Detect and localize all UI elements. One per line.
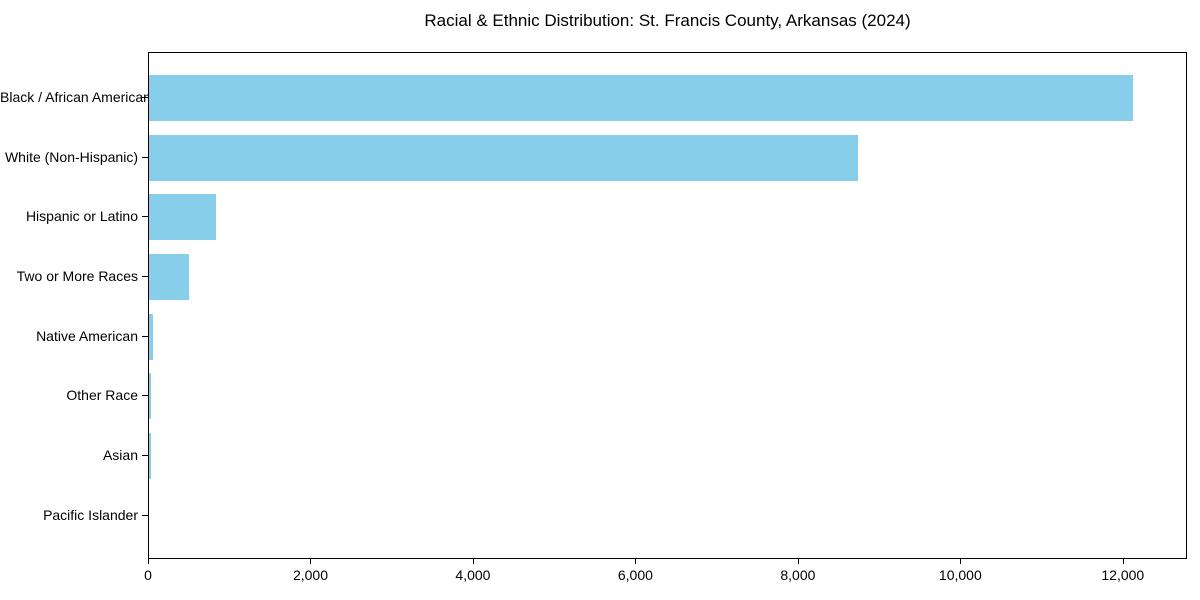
y-tick-label-hispanic-or-latino: Hispanic or Latino — [25, 208, 138, 225]
x-tick-label-8000: 8,000 — [780, 567, 816, 583]
bar-black-african-american — [149, 75, 1134, 121]
y-tick-label-two-or-more-races: Two or More Races — [16, 267, 138, 284]
x-tick-label-2000: 2,000 — [292, 567, 328, 583]
y-tick-label-native-american: Native American — [36, 327, 138, 344]
bar-white-non-hispanic — [149, 134, 859, 181]
y-tick-label-pacific-islander: Pacific Islander — [43, 506, 138, 523]
x-tick-mark-2000 — [310, 559, 312, 564]
x-tick-mark-0 — [148, 559, 149, 564]
x-tick-mark-10000 — [960, 559, 962, 564]
x-tick-mark-6000 — [635, 559, 637, 564]
y-tick-mark-asian — [142, 454, 148, 456]
plot-area — [148, 52, 1187, 559]
x-tick-label-10000: 10,000 — [938, 567, 982, 583]
y-tick-mark-pacific-islander — [142, 514, 148, 516]
bar-hispanic-or-latino — [149, 194, 217, 241]
chart-title: Racial & Ethnic Distribution: St. Franci… — [424, 11, 911, 30]
x-tick-label-12000: 12,000 — [1101, 567, 1145, 583]
y-tick-label-other-race: Other Race — [66, 387, 138, 404]
y-tick-mark-two-or-more-races — [142, 275, 148, 277]
y-tick-label-asian: Asian — [102, 446, 138, 463]
x-axis: 0 2,000 4,000 6,000 8,000 10,000 12,000 — [144, 559, 1187, 599]
bar-two-or-more-races — [149, 253, 189, 300]
bar-asian — [149, 432, 152, 479]
y-tick-mark-other-race — [142, 395, 148, 397]
x-tick-label-6000: 6,000 — [617, 567, 653, 583]
y-tick-mark-native-american — [142, 335, 148, 337]
bar-native-american — [149, 313, 154, 360]
x-tick-mark-12000 — [1122, 559, 1124, 564]
x-tick-label-0: 0 — [144, 567, 152, 583]
bar-other-race — [149, 373, 152, 420]
y-tick-mark-black-african-american — [142, 97, 148, 98]
y-tick-label-black-african-american: Black / African American — [0, 89, 151, 105]
y-tick-mark-white-non-hispanic — [142, 156, 148, 158]
y-tick-mark-hispanic-or-latino — [142, 216, 148, 218]
x-tick-mark-8000 — [797, 559, 799, 564]
x-tick-label-4000: 4,000 — [455, 567, 491, 583]
x-tick-mark-4000 — [472, 559, 474, 564]
y-axis-labels: Black / African American White (Non-Hispa… — [0, 0, 151, 600]
y-tick-label-white-non-hispanic: White (Non-Hispanic) — [4, 148, 138, 165]
